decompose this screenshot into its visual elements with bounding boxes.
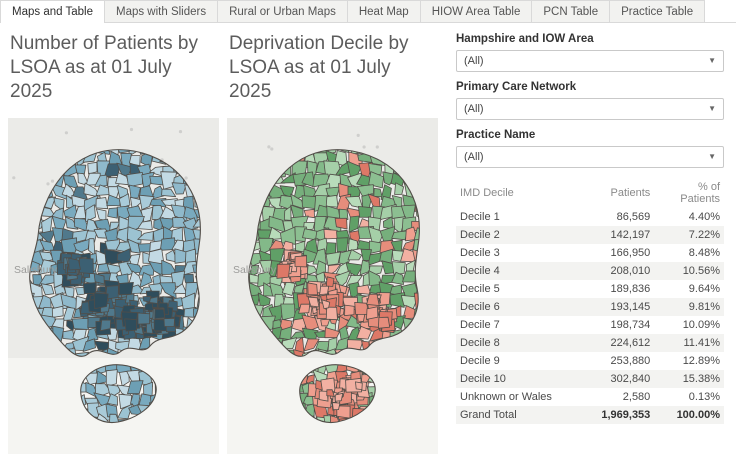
dropdown-value: (All) — [464, 151, 484, 163]
decile-cell: Decile 10 — [460, 373, 506, 385]
tab-practice-table[interactable]: Practice Table — [609, 0, 706, 22]
chevron-down-icon: ▼ — [708, 104, 716, 113]
col-pct-of-patients[interactable]: % of Patients — [680, 181, 720, 205]
filter-panel: Hampshire and IOW Area (All) ▼ Primary C… — [446, 23, 736, 454]
pct-cell: 4.40% — [688, 211, 720, 223]
table-row-decile-1[interactable]: Decile 1 86,569 4.40% — [456, 208, 724, 226]
patients-cell: 86,569 — [616, 211, 651, 223]
decile-cell: Decile 4 — [460, 265, 500, 277]
chevron-down-icon: ▼ — [708, 152, 716, 161]
hampshire-iow-area-dropdown[interactable]: (All) ▼ — [456, 50, 724, 72]
filter-label-primary-care-network: Primary Care Network — [456, 81, 577, 93]
table-header-row: IMD Decile Patients % of Patients — [456, 178, 724, 208]
table-row-decile-5[interactable]: Decile 5 189,836 9.64% — [456, 280, 724, 298]
patients-map-panel: Number of Patients by LSOA as at 01 July… — [8, 23, 219, 454]
patients-choropleth-map[interactable]: Salisbury — [8, 118, 219, 454]
table-row-decile-8[interactable]: Decile 8 224,612 11.41% — [456, 334, 724, 352]
patients-cell: 208,010 — [610, 265, 651, 277]
filter-label-practice-name: Practice Name — [456, 129, 536, 141]
patients-cell: 2,580 — [622, 391, 651, 403]
table-row-decile-2[interactable]: Decile 2 142,197 7.22% — [456, 226, 724, 244]
dropdown-value: (All) — [464, 103, 484, 115]
dashboard-content: Number of Patients by LSOA as at 01 July… — [0, 23, 736, 454]
sheet-tab-bar: Maps and Table Maps with Sliders Rural o… — [0, 0, 736, 23]
table-row-unknown-or-wales[interactable]: Unknown or Wales 2,580 0.13% — [456, 388, 724, 406]
pct-cell: 10.56% — [682, 265, 720, 277]
filter-label-hampshire-iow-area: Hampshire and IOW Area — [456, 33, 594, 45]
table-row-decile-7[interactable]: Decile 7 198,734 10.09% — [456, 316, 724, 334]
patients-cell: 189,836 — [610, 283, 651, 295]
pct-cell: 12.89% — [682, 355, 720, 367]
pct-cell: 15.38% — [682, 373, 720, 385]
deprivation-choropleth-map[interactable]: Salisbury — [227, 118, 438, 454]
patients-cell: 198,734 — [610, 319, 651, 331]
table-row-decile-6[interactable]: Decile 6 193,145 9.81% — [456, 298, 724, 316]
filter-primary-care-network: Primary Care Network (All) ▼ — [456, 81, 724, 120]
decile-cell: Decile 6 — [460, 301, 500, 313]
pct-cell: 9.81% — [688, 301, 720, 313]
decile-cell: Decile 2 — [460, 229, 500, 241]
decile-cell: Unknown or Wales — [460, 391, 552, 403]
pct-cell: 9.64% — [688, 283, 720, 295]
pct-cell: 100.00% — [676, 409, 720, 421]
tab-pcn-table[interactable]: PCN Table — [531, 0, 611, 22]
patients-cell: 1,969,353 — [601, 409, 651, 421]
primary-care-network-dropdown[interactable]: (All) ▼ — [456, 98, 724, 120]
table-row-decile-9[interactable]: Decile 9 253,880 12.89% — [456, 352, 724, 370]
map-place-label: Salisbury — [14, 264, 58, 276]
table-row-decile-4[interactable]: Decile 4 208,010 10.56% — [456, 262, 724, 280]
patients-cell: 302,840 — [610, 373, 651, 385]
patients-map-title: Number of Patients by LSOA as at 01 July… — [10, 33, 198, 102]
decile-cell: Decile 7 — [460, 319, 500, 331]
practice-name-dropdown[interactable]: (All) ▼ — [456, 146, 724, 168]
tab-maps-and-table[interactable]: Maps and Table — [0, 0, 105, 23]
patients-cell: 224,612 — [610, 337, 651, 349]
table-row-decile-10[interactable]: Decile 10 302,840 15.38% — [456, 370, 724, 388]
imd-decile-table: IMD Decile Patients % of Patients Decile… — [456, 178, 724, 424]
decile-cell: Decile 3 — [460, 247, 500, 259]
deprivation-map-title: Deprivation Decile by LSOA as at 01 July… — [229, 33, 409, 102]
map-place-label: Salisbury — [233, 264, 277, 276]
decile-cell: Decile 5 — [460, 283, 500, 295]
decile-cell: Decile 1 — [460, 211, 500, 223]
decile-cell: Grand Total — [460, 409, 517, 421]
filter-hampshire-iow-area: Hampshire and IOW Area (All) ▼ — [456, 33, 724, 72]
decile-cell: Decile 8 — [460, 337, 500, 349]
pct-cell: 0.13% — [688, 391, 720, 403]
tab-maps-with-sliders[interactable]: Maps with Sliders — [103, 0, 219, 22]
tab-heat-map[interactable]: Heat Map — [346, 0, 421, 22]
patients-cell: 142,197 — [610, 229, 651, 241]
col-imd-decile[interactable]: IMD Decile — [460, 187, 514, 199]
chevron-down-icon: ▼ — [708, 56, 716, 65]
table-row-grand-total[interactable]: Grand Total 1,969,353 100.00% — [456, 406, 724, 424]
patients-cell: 166,950 — [610, 247, 651, 259]
pct-cell: 11.41% — [683, 337, 721, 349]
patients-cell: 253,880 — [610, 355, 651, 367]
decile-cell: Decile 9 — [460, 355, 500, 367]
dropdown-value: (All) — [464, 55, 484, 67]
filter-practice-name: Practice Name (All) ▼ — [456, 129, 724, 168]
pct-cell: 8.48% — [688, 247, 720, 259]
table-row-decile-3[interactable]: Decile 3 166,950 8.48% — [456, 244, 724, 262]
pct-cell: 10.09% — [682, 319, 720, 331]
tab-rural-or-urban-maps[interactable]: Rural or Urban Maps — [217, 0, 348, 22]
col-patients[interactable]: Patients — [610, 187, 651, 199]
tab-hiow-area-table[interactable]: HIOW Area Table — [419, 0, 533, 22]
patients-cell: 193,145 — [610, 301, 651, 313]
deprivation-map-panel: Deprivation Decile by LSOA as at 01 July… — [227, 23, 438, 454]
pct-cell: 7.22% — [688, 229, 720, 241]
